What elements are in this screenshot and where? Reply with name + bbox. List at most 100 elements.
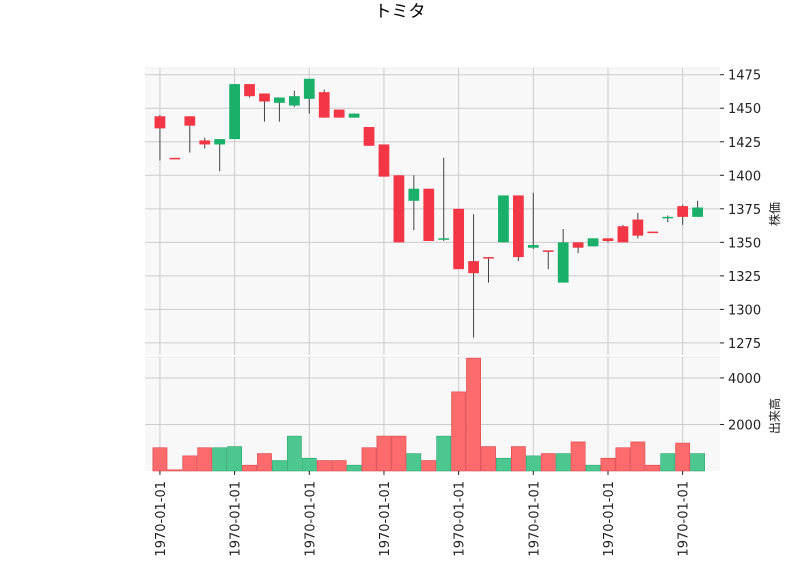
price-panel: 1275 1300 1325 1350 1375 1400 1425 1450 1475	[145, 67, 761, 355]
chart-title: トミタ	[375, 2, 426, 22]
volume-bar	[496, 457, 511, 472]
candle-body	[662, 216, 674, 219]
candle-body	[274, 97, 285, 103]
x-tick-label: 1970-01-01	[677, 481, 692, 557]
candle-body	[333, 109, 345, 118]
volume-bar	[600, 457, 616, 472]
volume-bar	[346, 464, 362, 472]
x-axis-ticks: 1970-01-01 1970-01-01 1970-01-01 1970-01-01…	[154, 471, 692, 557]
volume-bar	[481, 446, 496, 472]
candle-body	[498, 195, 509, 243]
candle-body	[184, 116, 196, 126]
candle-body	[617, 226, 629, 243]
volume-bar	[197, 447, 213, 472]
candle-body	[303, 78, 315, 99]
volume-bar	[257, 453, 272, 472]
candle-body	[393, 175, 405, 243]
candle-body	[602, 238, 614, 242]
candle-body	[288, 96, 300, 106]
candle-body	[483, 257, 494, 259]
candle-body	[363, 127, 375, 146]
price-tick-label: 1375	[728, 203, 761, 218]
volume-bar	[167, 469, 183, 472]
volume-bar	[152, 447, 168, 472]
volume-bar	[272, 460, 287, 472]
price-tick-label: 1425	[728, 136, 761, 151]
price-tick-label: 1350	[728, 236, 761, 251]
volume-tick-label: 2000	[728, 418, 761, 433]
candle-body	[557, 242, 569, 283]
candle-body	[513, 195, 524, 258]
volume-bar	[391, 435, 407, 472]
candle-body	[453, 208, 465, 270]
volume-bar	[376, 435, 392, 472]
candle-body	[587, 238, 599, 247]
volume-bar	[630, 441, 646, 472]
volume-bar	[510, 446, 526, 472]
candle-body	[169, 157, 181, 160]
candle-body	[244, 84, 255, 97]
volume-bar	[286, 435, 302, 472]
volume-bar	[645, 464, 661, 472]
candle-body	[542, 250, 554, 252]
volume-tick-label: 4000	[728, 372, 761, 387]
volume-bar	[690, 453, 705, 472]
volume-bar	[525, 455, 541, 472]
x-tick-label: 1970-01-01	[154, 481, 169, 557]
x-tick-label: 1970-01-01	[303, 481, 318, 557]
price-tick-label: 1325	[728, 270, 761, 285]
candle-body	[348, 113, 360, 118]
candle-body	[378, 144, 390, 177]
volume-bar	[361, 447, 377, 472]
candle-body	[677, 206, 689, 217]
candle-body	[423, 188, 435, 242]
volume-bar	[242, 464, 257, 472]
volume-bar	[182, 455, 198, 472]
price-tick-label: 1300	[728, 303, 761, 318]
volume-bar	[421, 460, 437, 472]
volume-bar	[227, 446, 243, 472]
candle-body	[199, 140, 211, 145]
price-tick-label: 1475	[728, 69, 761, 84]
volume-bar	[615, 447, 631, 472]
volume-bar	[406, 453, 422, 472]
x-tick-label: 1970-01-01	[378, 481, 393, 557]
candle-body	[259, 93, 270, 102]
candle-body	[154, 116, 166, 129]
candle-body	[214, 139, 226, 145]
volume-bar	[555, 453, 571, 472]
candle-body	[408, 188, 420, 201]
price-tick-label: 1450	[728, 102, 761, 117]
volume-bar	[570, 441, 586, 472]
candle-body	[692, 207, 703, 217]
volume-bar	[301, 457, 317, 472]
x-tick-label: 1970-01-01	[453, 481, 468, 557]
volume-axis-label: 出来高	[767, 398, 782, 434]
candle-body	[318, 92, 330, 118]
candle-body	[572, 242, 584, 248]
volume-bar	[675, 442, 691, 472]
volume-bar	[466, 357, 481, 472]
volume-bar	[451, 391, 467, 472]
x-tick-label: 1970-01-01	[229, 481, 244, 557]
volume-bar	[660, 453, 676, 472]
volume-bar	[331, 460, 347, 472]
volume-bar	[540, 453, 556, 472]
candle-body	[468, 261, 479, 274]
x-tick-label: 1970-01-01	[602, 481, 617, 557]
price-tick-label: 1275	[728, 337, 761, 352]
candle-body	[632, 219, 644, 236]
volume-panel: 2000 4000	[145, 356, 761, 472]
volume-bar	[585, 464, 601, 472]
candle-body	[229, 84, 240, 140]
volume-bar	[436, 435, 452, 472]
volume-bar	[316, 460, 332, 472]
candle-body	[647, 231, 659, 234]
volume-bar	[212, 447, 228, 472]
candle-body	[438, 238, 450, 240]
candle-body	[527, 245, 539, 248]
price-tick-label: 1400	[728, 169, 761, 184]
price-axis-label: 株価	[767, 202, 782, 226]
